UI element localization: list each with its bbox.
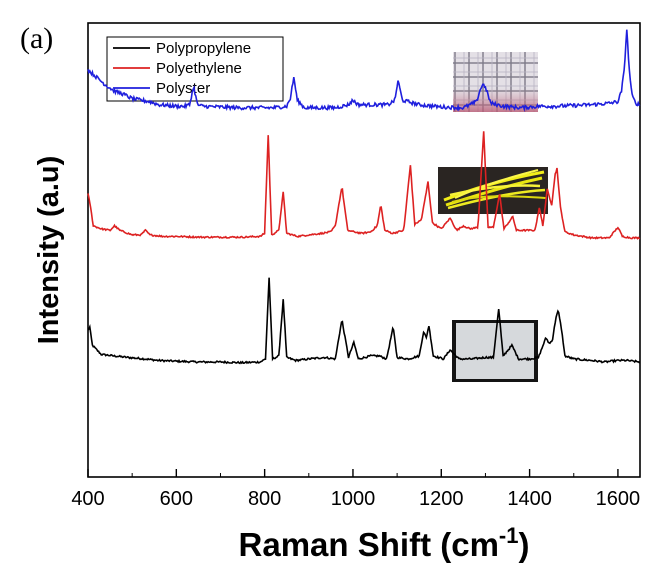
x-axis-title-suffix: ) xyxy=(518,526,529,563)
polyester-fabric-photo xyxy=(453,52,538,112)
plot-frame xyxy=(87,22,641,478)
x-tick-label: 1000 xyxy=(331,488,376,510)
x-tick-label: 1200 xyxy=(419,488,464,510)
x-tick-label: 800 xyxy=(248,488,281,510)
legend-label-polyethylene: Polyethylene xyxy=(156,60,242,77)
x-tick-label: 1400 xyxy=(507,488,552,510)
panel-label: (a) xyxy=(20,22,54,55)
series-group xyxy=(87,29,641,365)
x-axis-title: Raman Shift (cm-1) xyxy=(239,523,530,563)
x-tick-label: 1600 xyxy=(596,488,641,510)
x-axis-title-superscript: -1 xyxy=(499,523,519,548)
legend-label-polyster: Polyster xyxy=(156,80,210,97)
polypropylene-sheet-photo xyxy=(452,320,538,382)
x-tick-label: 400 xyxy=(71,488,104,510)
x-tick-label: 600 xyxy=(160,488,193,510)
polyethylene-fiber-photo xyxy=(438,167,548,214)
x-axis-title-main: Raman Shift (cm xyxy=(239,526,499,563)
legend: Polypropylene Polyethylene Polyster xyxy=(106,36,284,102)
series-line-polyster xyxy=(87,29,641,113)
series-line-polyethylene xyxy=(87,131,641,240)
legend-label-polypropylene: Polypropylene xyxy=(156,40,251,57)
y-axis-title: Intensity (a.u) xyxy=(33,156,65,345)
x-axis-ticks: 400 600 800 1000 1200 1400 1600 xyxy=(71,469,640,510)
series-line-polypropylene xyxy=(87,277,641,365)
